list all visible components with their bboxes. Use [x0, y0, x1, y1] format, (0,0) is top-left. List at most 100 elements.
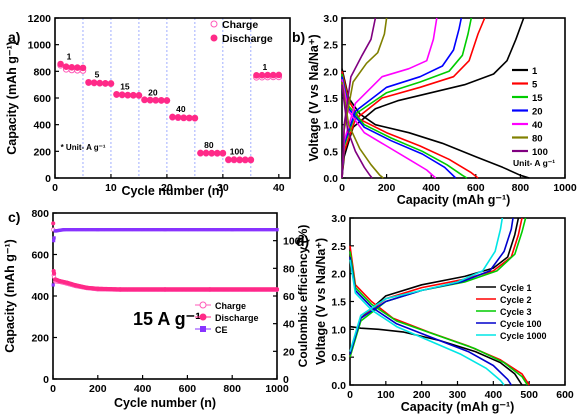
panel-c-annotation: 15 A g⁻¹ — [133, 309, 201, 329]
panel-c-ytick-right-label: 0 — [283, 374, 289, 386]
panel-b-charge-curve-15 — [341, 17, 473, 179]
panel-c-point-ce — [275, 228, 279, 232]
panel-c-label: c) — [8, 209, 20, 225]
panel-b-xtick-label: 200 — [378, 182, 396, 194]
panel-a-rate-label: 1 — [67, 51, 72, 61]
panel-d-xtick-label: 0 — [347, 389, 353, 401]
panel-a-point-discharge — [258, 71, 266, 79]
panel-b-ytick-label: 0.5 — [323, 146, 338, 158]
panel-c-xtick-label: 600 — [179, 383, 197, 395]
panel-a-point-discharge — [219, 149, 227, 157]
panel-b-ytick-label: 0.0 — [323, 173, 338, 185]
panel-c-point-discharge — [51, 221, 56, 226]
panel-c-xtick-label: 1000 — [265, 383, 289, 395]
panel-a-point-discharge — [208, 149, 215, 157]
panel-a-point-discharge — [236, 156, 243, 164]
panel-b-ytick-label: 1.0 — [323, 120, 338, 132]
panel-a-point-discharge — [146, 96, 154, 104]
panel-a-xtick-label: 30 — [217, 182, 229, 194]
panel-b-ytick-label: 2.0 — [323, 66, 338, 78]
panel-a-point-discharge — [102, 80, 109, 87]
panel-c-legend-marker — [199, 301, 207, 309]
panel-a-point-discharge — [113, 90, 120, 98]
panel-d-xtick-label: 400 — [485, 389, 503, 401]
panel-b-xtick-label: 600 — [467, 182, 485, 194]
panel-a-xtick-label: 40 — [273, 182, 285, 194]
panel-c-ytick-right-label: 60 — [283, 291, 295, 303]
panel-a-unit-note: * Unit- A g⁻¹ — [61, 143, 106, 152]
panel-b-legend-label: 40 — [532, 120, 543, 131]
panel-a-label: a) — [8, 29, 20, 45]
panel-d-charge-curve — [349, 217, 514, 355]
panel-a-point-discharge — [169, 113, 176, 121]
panel-a-rate-label: 100 — [230, 147, 244, 157]
panel-a-point-discharge — [275, 71, 283, 79]
panel-b-ytick-label: 2.5 — [323, 40, 338, 52]
panel-b-unit-note: Unit- A g⁻¹ — [513, 158, 555, 168]
panel-b-label: b) — [292, 29, 305, 45]
panel-b-charge-curve-5 — [341, 17, 486, 179]
panel-b-charge-curve-100 — [341, 17, 377, 179]
panel-b-xtick-label: 800 — [512, 182, 530, 194]
panel-a-point-discharge — [180, 114, 187, 122]
panel-b-discharge-curve-15 — [341, 73, 468, 179]
panel-d-label: d) — [296, 233, 309, 249]
panel-a-point-discharge — [85, 78, 92, 86]
panel-a-point-discharge — [135, 92, 143, 99]
panel-c-point-discharge — [52, 271, 57, 276]
panel-d: 0 100 200 300 400 500 600 0.0 0.5 1.0 1.5 2.0 2.5 3.0… — [296, 213, 574, 414]
panel-a-point-discharge — [68, 64, 76, 71]
panel-b-discharge-curve-20 — [341, 76, 457, 179]
panel-c-ytick-label: 0 — [43, 374, 49, 386]
panel-d-discharge-curve — [349, 251, 529, 386]
panel-a-ytick-label: 0 — [45, 173, 51, 185]
panel-d-y-axis-label: Voltage (V vs Na/Na⁺) — [314, 238, 328, 365]
panel-c-point-ce — [51, 283, 55, 287]
panel-c-ytick-right-label: 100 — [283, 236, 301, 248]
panel-b-discharge-curve-5 — [341, 71, 479, 179]
panel-d-ytick-label: 0.5 — [331, 352, 346, 364]
panel-b-legend-label: 100 — [532, 147, 548, 158]
panel-b-legend-label: 15 — [532, 93, 543, 104]
panel-a-point-discharge — [202, 149, 210, 157]
panel-b-xtick-label: 1000 — [553, 182, 577, 194]
panel-b-discharge-curve-100 — [341, 84, 373, 179]
panel-a-point-discharge — [241, 156, 249, 164]
panel-a-point-discharge — [158, 96, 165, 104]
panel-d-xtick-label: 200 — [413, 389, 431, 401]
panel-c-xtick-label: 800 — [223, 383, 241, 395]
panel-a-ytick-label: 400 — [33, 120, 51, 132]
panel-d-legend-label: Cycle 1000 — [500, 331, 547, 341]
panel-a-xtick-label: 20 — [161, 182, 173, 194]
panel-c-y-axis-label: Capacity (mAh g⁻¹) — [3, 239, 17, 353]
panel-c-point-ce — [52, 239, 56, 243]
panel-c-xtick-label: 0 — [50, 383, 56, 395]
panel-a-ytick-label: 600 — [33, 93, 51, 105]
panel-a-point-discharge — [90, 79, 98, 86]
panel-c-point-ce — [52, 236, 56, 240]
panel-d-x-axis-label: Capacity (mAh g⁻¹) — [401, 400, 515, 414]
panel-d-ytick-label: 1.5 — [331, 297, 346, 309]
panel-a-rate-label: 1 — [262, 62, 267, 72]
panel-b-legend-label: 20 — [532, 107, 543, 118]
panel-a-point-discharge — [264, 71, 271, 79]
panel-c-xtick-label: 200 — [89, 383, 107, 395]
panel-b-charge-curve-40 — [341, 17, 438, 179]
panel-a-ytick-label: 200 — [33, 146, 51, 158]
panel-b: 0 200 400 600 800 1000 0.0 0.5 1.0 1.5 2.0 2.5 3.0 Ca… — [292, 13, 577, 207]
panel-a-point-discharge — [253, 72, 260, 79]
panel-a-legend-marker — [210, 20, 218, 28]
panel-b-ytick-label: 1.5 — [323, 93, 338, 105]
panel-a-point-discharge — [141, 96, 148, 104]
panel-c-y-axis-label-right: Coulombic efficiency (%) — [296, 225, 310, 368]
panel-b-discharge-curve-40 — [341, 79, 437, 179]
panel-c-legend-marker — [199, 313, 207, 321]
panel-c-ytick-right-label: 20 — [283, 346, 295, 358]
panel-a-rate-label: 20 — [148, 87, 158, 97]
panel-a-point-discharge — [225, 156, 232, 163]
panel-c: 0 200 400 600 800 100002004006008000204060801… — [3, 208, 310, 410]
panel-d-legend-label: Cycle 2 — [500, 295, 532, 305]
panel-a-point-discharge — [191, 114, 199, 122]
panel-a-y-axis-label: Capacity (mAh g⁻¹) — [5, 41, 19, 155]
